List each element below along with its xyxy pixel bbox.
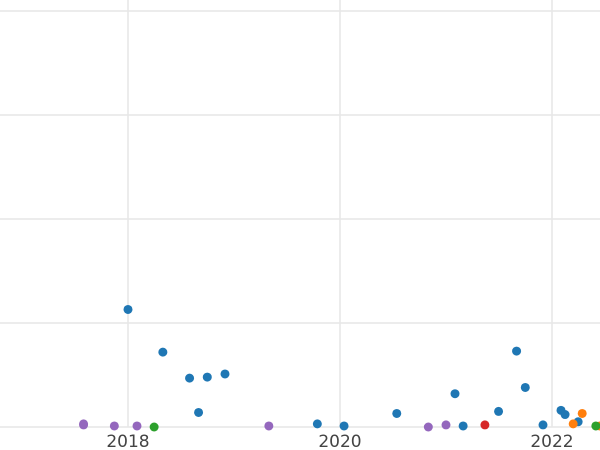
- data-point: [560, 410, 570, 420]
- x-tick-labels: 20182020202220242026: [106, 432, 573, 450]
- data-point: [392, 408, 402, 418]
- data-point: [591, 421, 600, 431]
- data-point: [132, 421, 142, 431]
- series-1: [568, 408, 600, 431]
- data-point: [185, 373, 195, 383]
- data-point: [520, 382, 530, 392]
- data-point: [494, 406, 504, 416]
- data-point: [158, 347, 168, 357]
- data-point: [109, 421, 119, 431]
- grid: [0, 0, 600, 428]
- x-tick-label: 2018: [106, 432, 149, 450]
- series-0: [123, 304, 583, 431]
- data-point: [480, 420, 490, 430]
- data-point: [202, 372, 212, 382]
- data-point: [194, 407, 204, 417]
- data-point: [149, 422, 159, 432]
- data-point: [450, 389, 460, 399]
- data-point: [264, 421, 274, 431]
- x-tick-label: 2022: [530, 432, 573, 450]
- series-2: [149, 421, 600, 432]
- data-point: [79, 419, 89, 429]
- series-4: [79, 419, 451, 432]
- data-point: [577, 408, 587, 418]
- data-point: [568, 419, 578, 429]
- data-point: [312, 419, 322, 429]
- data-point: [538, 420, 548, 430]
- data-point: [458, 421, 468, 431]
- data-point: [339, 421, 349, 431]
- data-point: [512, 346, 522, 356]
- data-point: [123, 304, 133, 314]
- data-points: [79, 304, 600, 432]
- series-3: [480, 420, 490, 430]
- x-tick-label: 2020: [318, 432, 361, 450]
- data-point: [441, 420, 451, 430]
- data-point: [423, 422, 433, 432]
- data-point: [220, 369, 230, 379]
